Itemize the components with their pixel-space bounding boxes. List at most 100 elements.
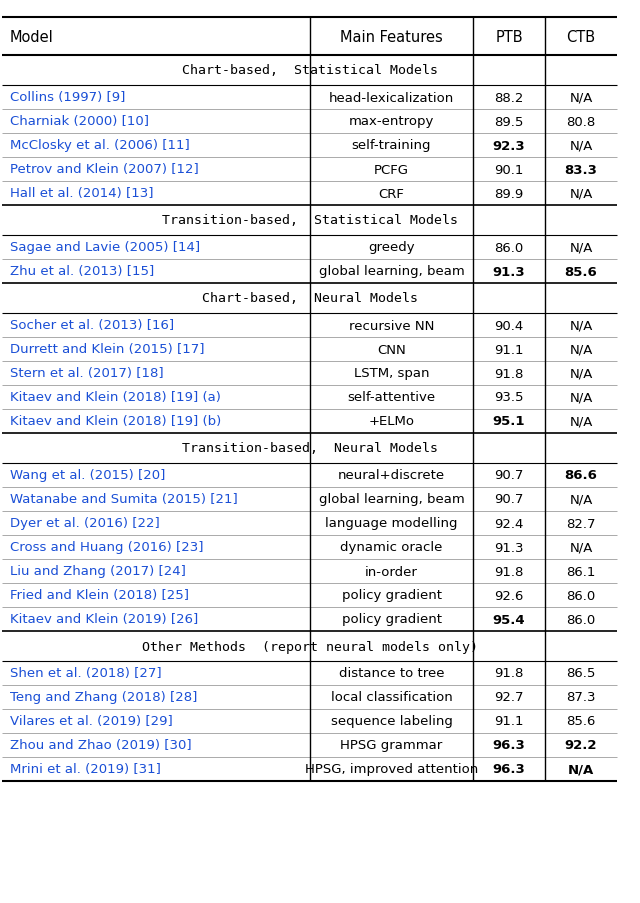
Text: N/A: N/A xyxy=(570,139,593,153)
Text: Shen et al. (2018) [27]: Shen et al. (2018) [27] xyxy=(10,666,162,680)
Text: N/A: N/A xyxy=(570,91,593,105)
Text: in-order: in-order xyxy=(365,565,418,578)
Text: 89.5: 89.5 xyxy=(494,116,524,128)
Text: HPSG, improved attention: HPSG, improved attention xyxy=(305,763,478,776)
Text: PCFG: PCFG xyxy=(374,163,409,176)
Text: N/A: N/A xyxy=(570,493,593,506)
Text: 91.8: 91.8 xyxy=(494,565,524,578)
Text: distance to tree: distance to tree xyxy=(339,666,444,680)
Text: policy gradient: policy gradient xyxy=(342,589,442,601)
Text: Zhu et al. (2013) [15]: Zhu et al. (2013) [15] xyxy=(10,265,154,278)
Text: N/A: N/A xyxy=(570,391,593,404)
Text: 91.1: 91.1 xyxy=(494,714,524,728)
Text: Sagae and Lavie (2005) [14]: Sagae and Lavie (2005) [14] xyxy=(10,241,200,255)
Text: 86.0: 86.0 xyxy=(566,613,596,626)
Text: neural+discrete: neural+discrete xyxy=(338,469,445,482)
Text: 92.7: 92.7 xyxy=(494,691,524,703)
Text: CRF: CRF xyxy=(379,187,404,200)
Text: 91.8: 91.8 xyxy=(494,666,524,680)
Text: local classification: local classification xyxy=(331,691,452,703)
Text: Petrov and Klein (2007) [12]: Petrov and Klein (2007) [12] xyxy=(10,163,199,176)
Text: Hall et al. (2014) [13]: Hall et al. (2014) [13] xyxy=(10,187,154,200)
Text: 83.3: 83.3 xyxy=(564,163,597,176)
Text: 88.2: 88.2 xyxy=(494,91,524,105)
Text: Kitaev and Klein (2019) [26]: Kitaev and Klein (2019) [26] xyxy=(10,613,198,626)
Text: Watanabe and Sumita (2015) [21]: Watanabe and Sumita (2015) [21] xyxy=(10,493,237,506)
Text: 96.3: 96.3 xyxy=(493,763,525,776)
Text: 86.6: 86.6 xyxy=(564,469,597,482)
Text: 91.1: 91.1 xyxy=(494,343,524,356)
Text: 92.6: 92.6 xyxy=(494,589,524,601)
Text: 91.3: 91.3 xyxy=(494,541,524,554)
Text: Charniak (2000) [10]: Charniak (2000) [10] xyxy=(10,116,149,128)
Text: 86.0: 86.0 xyxy=(494,241,524,255)
Text: 90.7: 90.7 xyxy=(494,469,524,482)
Text: Model: Model xyxy=(10,30,54,44)
Text: Wang et al. (2015) [20]: Wang et al. (2015) [20] xyxy=(10,469,165,482)
Text: greedy: greedy xyxy=(368,241,415,255)
Text: recursive NN: recursive NN xyxy=(349,319,434,332)
Text: 95.1: 95.1 xyxy=(493,415,525,428)
Text: 90.7: 90.7 xyxy=(494,493,524,506)
Text: Cross and Huang (2016) [23]: Cross and Huang (2016) [23] xyxy=(10,541,204,554)
Text: CNN: CNN xyxy=(377,343,406,356)
Text: 87.3: 87.3 xyxy=(566,691,596,703)
Text: Liu and Zhang (2017) [24]: Liu and Zhang (2017) [24] xyxy=(10,565,186,578)
Text: max-entropy: max-entropy xyxy=(349,116,434,128)
Text: self-training: self-training xyxy=(352,139,431,153)
Text: policy gradient: policy gradient xyxy=(342,613,442,626)
Text: 90.1: 90.1 xyxy=(494,163,524,176)
Text: 93.5: 93.5 xyxy=(494,391,524,404)
Text: 91.8: 91.8 xyxy=(494,368,524,380)
Text: Main Features: Main Features xyxy=(340,30,443,44)
Text: N/A: N/A xyxy=(570,368,593,380)
Text: 92.2: 92.2 xyxy=(564,739,597,751)
Text: global learning, beam: global learning, beam xyxy=(319,265,465,278)
Text: Dyer et al. (2016) [22]: Dyer et al. (2016) [22] xyxy=(10,517,160,530)
Text: self-attentive: self-attentive xyxy=(348,391,436,404)
Text: CTB: CTB xyxy=(566,30,596,44)
Text: 86.5: 86.5 xyxy=(566,666,596,680)
Text: Transition-based,  Neural Models: Transition-based, Neural Models xyxy=(182,442,438,455)
Text: Collins (1997) [9]: Collins (1997) [9] xyxy=(10,91,125,105)
Text: N/A: N/A xyxy=(570,187,593,200)
Text: N/A: N/A xyxy=(570,241,593,255)
Text: 91.3: 91.3 xyxy=(493,265,525,278)
Text: 92.3: 92.3 xyxy=(493,139,525,153)
Text: 89.9: 89.9 xyxy=(494,187,524,200)
Text: HPSG grammar: HPSG grammar xyxy=(340,739,443,751)
Text: Kitaev and Klein (2018) [19] (b): Kitaev and Klein (2018) [19] (b) xyxy=(10,415,221,428)
Text: Zhou and Zhao (2019) [30]: Zhou and Zhao (2019) [30] xyxy=(10,739,191,751)
Text: 80.8: 80.8 xyxy=(566,116,596,128)
Text: 85.6: 85.6 xyxy=(564,265,597,278)
Text: 86.0: 86.0 xyxy=(566,589,596,601)
Text: N/A: N/A xyxy=(570,319,593,332)
Text: +ELMo: +ELMo xyxy=(369,415,415,428)
Text: Vilares et al. (2019) [29]: Vilares et al. (2019) [29] xyxy=(10,714,173,728)
Text: dynamic oracle: dynamic oracle xyxy=(340,541,443,554)
Text: N/A: N/A xyxy=(570,541,593,554)
Text: Mrini et al. (2019) [31]: Mrini et al. (2019) [31] xyxy=(10,763,161,776)
Text: N/A: N/A xyxy=(570,343,593,356)
Text: Teng and Zhang (2018) [28]: Teng and Zhang (2018) [28] xyxy=(10,691,197,703)
Text: Fried and Klein (2018) [25]: Fried and Klein (2018) [25] xyxy=(10,589,189,601)
Text: Stern et al. (2017) [18]: Stern et al. (2017) [18] xyxy=(10,368,164,380)
Text: 86.1: 86.1 xyxy=(566,565,596,578)
Text: 95.4: 95.4 xyxy=(493,613,525,626)
Text: sequence labeling: sequence labeling xyxy=(331,714,452,728)
Text: N/A: N/A xyxy=(570,415,593,428)
Text: 85.6: 85.6 xyxy=(566,714,596,728)
Text: Chart-based,  Neural Models: Chart-based, Neural Models xyxy=(202,293,417,305)
Text: 82.7: 82.7 xyxy=(566,517,596,530)
Text: 92.4: 92.4 xyxy=(494,517,524,530)
Text: Chart-based,  Statistical Models: Chart-based, Statistical Models xyxy=(182,64,438,78)
Text: head-lexicalization: head-lexicalization xyxy=(329,91,454,105)
Text: Other Methods  (report neural models only): Other Methods (report neural models only… xyxy=(141,640,477,653)
Text: PTB: PTB xyxy=(495,30,523,44)
Text: global learning, beam: global learning, beam xyxy=(319,493,465,506)
Text: 90.4: 90.4 xyxy=(494,319,524,332)
Text: LSTM, span: LSTM, span xyxy=(354,368,429,380)
Text: McClosky et al. (2006) [11]: McClosky et al. (2006) [11] xyxy=(10,139,189,153)
Text: Durrett and Klein (2015) [17]: Durrett and Klein (2015) [17] xyxy=(10,343,205,356)
Text: N/A: N/A xyxy=(568,763,594,776)
